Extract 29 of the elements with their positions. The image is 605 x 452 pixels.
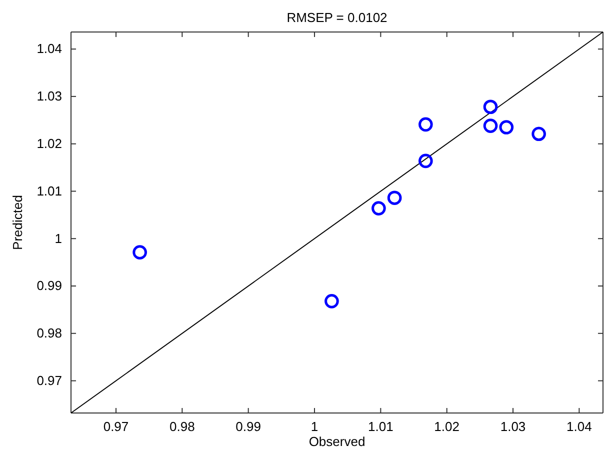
point xyxy=(324,294,339,308)
point xyxy=(132,245,147,260)
y-tick-label: 1.01 xyxy=(36,183,62,198)
y-tick-label: 0.99 xyxy=(36,278,62,294)
point xyxy=(372,201,386,216)
x-tick-label: 0.97 xyxy=(103,419,129,434)
point xyxy=(532,126,546,142)
y-tick-label: 1.04 xyxy=(36,41,62,56)
y-tick-label: 1 xyxy=(54,230,62,246)
x-axis-title: Observed xyxy=(308,434,366,449)
point xyxy=(499,120,514,134)
chart-title: RMSEP = 0.0102 xyxy=(286,10,388,25)
y-tick-label: 0.98 xyxy=(36,326,62,341)
x-tick-label: 1.03 xyxy=(500,419,526,434)
x-tick-label: 1.02 xyxy=(434,419,460,434)
x-tick-label: 0.98 xyxy=(170,419,195,434)
point xyxy=(483,118,498,133)
point xyxy=(418,117,433,132)
x-tick-label: 1.04 xyxy=(566,419,592,434)
y-tick-label: 1.02 xyxy=(36,136,62,151)
y-tick-label: 0.97 xyxy=(36,372,62,388)
x-tick-label: 1.01 xyxy=(368,419,394,434)
point xyxy=(418,154,433,168)
y-axis-title: Predicted xyxy=(10,195,25,250)
point xyxy=(483,100,498,114)
x-tick-label: 0.99 xyxy=(236,419,261,434)
x-tick-label: 1 xyxy=(310,419,318,434)
y-tick-label: 1.03 xyxy=(36,88,62,104)
point xyxy=(387,190,402,206)
